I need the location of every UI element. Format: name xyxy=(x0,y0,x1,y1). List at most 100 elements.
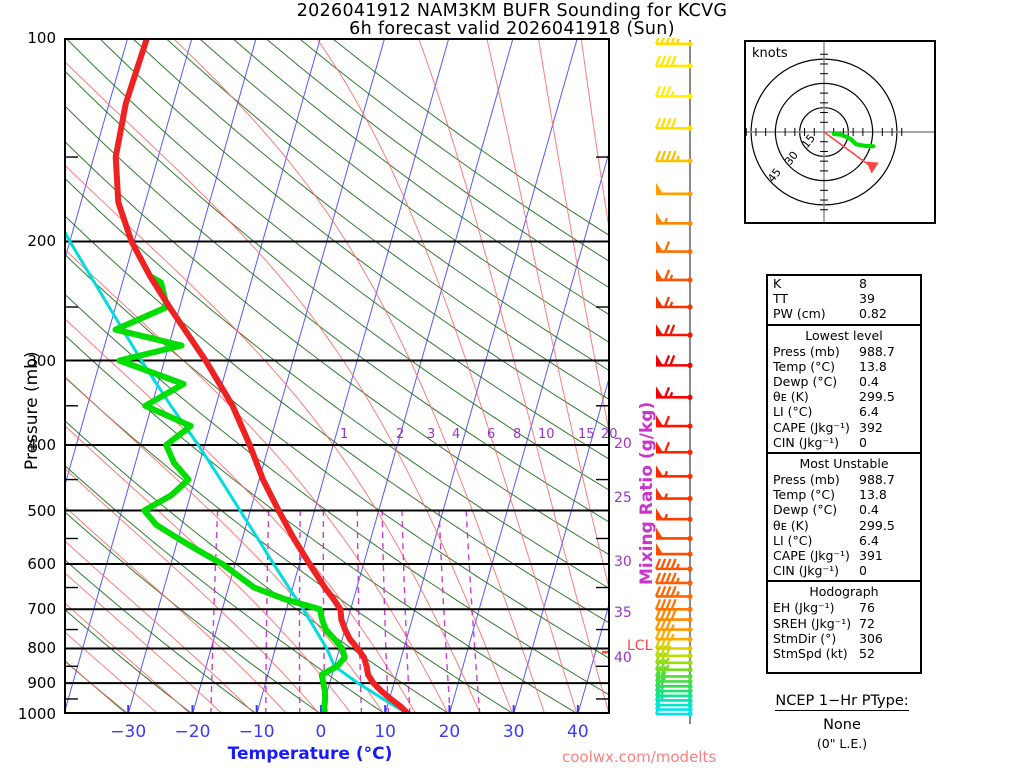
hodograph-units-label: knots xyxy=(752,46,788,61)
pressure-tick-label: 300 xyxy=(27,351,56,370)
stat-row: θᴇ (K) 299.5 xyxy=(768,518,920,533)
stat-value: 52 xyxy=(859,646,875,662)
stat-row: EH (Jkg⁻¹) 76 xyxy=(768,600,920,615)
stat-key: CAPE (Jkg⁻¹) xyxy=(773,419,850,435)
mixing-ratio-value-label: 4 xyxy=(452,427,461,442)
temperature-tick-label: −30 xyxy=(110,722,147,742)
stats-summary-group: K 8 TT 39 PW (cm) 0.82 xyxy=(768,276,920,322)
stat-key: PW (cm) xyxy=(773,306,826,322)
stat-key: EH (Jkg⁻¹) xyxy=(773,600,835,616)
most-unstable-group: Press (mb) 988.7 Temp (°C) 13.8 Dewp (°C) 0.4… xyxy=(768,472,920,578)
stat-row: Press (mb) 988.7 xyxy=(768,472,920,487)
page-title: 2026041912 NAM3KM BUFR Sounding for KCVG xyxy=(296,1,728,21)
stat-value: 6.4 xyxy=(859,532,879,548)
pressure-tick-label: 1000 xyxy=(17,705,56,723)
stat-key: θᴇ (K) xyxy=(773,389,809,405)
ptype-value: None xyxy=(823,717,861,733)
stat-key: Temp (°C) xyxy=(773,358,836,374)
stat-key: LI (°C) xyxy=(773,532,813,548)
ptype-panel: NCEP 1−Hr PType: None (0" L.E.) xyxy=(744,690,940,751)
stat-value: 13.8 xyxy=(859,487,887,503)
stat-row: CIN (Jkg⁻¹) 0 xyxy=(768,435,920,450)
temperature-axis-title: Temperature (°C) xyxy=(227,744,393,764)
stat-row: LI (°C) 6.4 xyxy=(768,533,920,548)
mixing-ratio-value-label: 10 xyxy=(538,427,555,442)
stat-key: CIN (Jkg⁻¹) xyxy=(773,563,839,579)
temperature-tick-label: 0 xyxy=(315,722,327,742)
ptype-liquid-equivalent: (0" L.E.) xyxy=(816,736,868,751)
ptype-title: NCEP 1−Hr PType: xyxy=(775,693,909,711)
mixing-ratio-tick-label: 40 xyxy=(614,650,632,666)
pressure-tick-label: 400 xyxy=(27,435,56,454)
stat-value: 392 xyxy=(859,419,883,435)
stat-key: CIN (Jkg⁻¹) xyxy=(773,434,839,450)
divider xyxy=(768,323,920,326)
lowest-level-header: Lowest level xyxy=(805,327,883,343)
temperature-tick-label: 20 xyxy=(438,722,461,742)
stat-row: Dewp (°C) 0.4 xyxy=(768,374,920,389)
pressure-tick-label: 100 xyxy=(27,29,56,47)
stat-value: 306 xyxy=(859,630,883,646)
hodograph-ring-label: 45 xyxy=(765,166,784,185)
stat-key: θᴇ (K) xyxy=(773,517,809,533)
mixing-ratio-tick-label: 35 xyxy=(614,605,632,621)
stat-row: Temp (°C) 13.8 xyxy=(768,487,920,502)
stat-row: SREH (Jkg⁻¹) 72 xyxy=(768,616,920,631)
temperature-tick-label: −20 xyxy=(174,722,211,742)
temperature-tick-label: 10 xyxy=(374,722,396,742)
stat-key: Dewp (°C) xyxy=(773,502,838,518)
stat-value: 391 xyxy=(859,548,883,564)
stat-key: K xyxy=(773,276,782,291)
stat-value: 76 xyxy=(859,600,875,616)
stat-row: PW (cm) 0.82 xyxy=(768,306,920,321)
stat-row: LI (°C) 6.4 xyxy=(768,404,920,419)
mixing-ratio-tick-label: 25 xyxy=(614,490,632,506)
stat-value: 0 xyxy=(859,563,867,579)
mixing-ratio-tick-label: 20 xyxy=(614,436,632,452)
stat-value: 988.7 xyxy=(859,472,895,488)
mixing-ratio-value-label: 6 xyxy=(487,427,496,442)
stat-value: 299.5 xyxy=(859,389,895,405)
stat-key: Press (mb) xyxy=(773,343,840,359)
stat-key: TT xyxy=(773,291,789,307)
pressure-tick-label: 800 xyxy=(27,639,56,658)
stat-row: CAPE (Jkg⁻¹) 391 xyxy=(768,548,920,563)
stat-value: 0 xyxy=(859,434,867,450)
stat-value: 39 xyxy=(859,291,875,307)
stat-value: 299.5 xyxy=(859,517,895,533)
stat-key: LI (°C) xyxy=(773,404,813,420)
temperature-tick-label: −10 xyxy=(238,722,275,742)
temperature-tick-label: 30 xyxy=(502,722,525,742)
stat-value: 0.4 xyxy=(859,502,879,518)
mixing-ratio-value-label: 8 xyxy=(513,427,522,442)
stat-key: Temp (°C) xyxy=(773,487,836,503)
wind-barb-column xyxy=(612,33,712,732)
hodograph-stats-header: Hodograph xyxy=(809,584,879,600)
mixing-ratio-tick-label: 30 xyxy=(614,554,632,570)
hodograph-stats-group: EH (Jkg⁻¹) 76 SREH (Jkg⁻¹) 72 StmDir (°) 306 S… xyxy=(768,600,920,661)
mixing-ratio-value-label: 15 xyxy=(578,427,595,442)
stat-value: 0.4 xyxy=(859,374,879,390)
stat-row: Dewp (°C) 0.4 xyxy=(768,502,920,517)
stat-row: Temp (°C) 13.8 xyxy=(768,359,920,374)
watermark: coolwx.com/modelts xyxy=(562,748,717,766)
pressure-tick-label: 900 xyxy=(27,674,56,693)
page-subtitle: 6h forecast valid 2026041918 (Sun) xyxy=(349,19,675,39)
most-unstable-header: Most Unstable xyxy=(799,456,889,472)
stat-row: CIN (Jkg⁻¹) 0 xyxy=(768,563,920,578)
stats-panel: K 8 TT 39 PW (cm) 0.82 Lowest level Press (mb… xyxy=(766,274,922,674)
lowest-level-group: Press (mb) 988.7 Temp (°C) 13.8 Dewp (°C) 0.4… xyxy=(768,344,920,450)
pressure-tick-label: 200 xyxy=(27,232,56,251)
stat-key: StmDir (°) xyxy=(773,630,837,646)
mixing-ratio-value-label: 1 xyxy=(340,427,349,442)
skewt-diagram xyxy=(64,38,610,714)
pressure-tick-label: 700 xyxy=(27,600,56,619)
divider xyxy=(768,580,920,583)
stat-row: Press (mb) 988.7 xyxy=(768,344,920,359)
stat-key: StmSpd (kt) xyxy=(773,646,848,662)
skewt-frame xyxy=(64,38,610,714)
mixing-ratio-value-label: 2 xyxy=(396,427,405,442)
stat-value: 6.4 xyxy=(859,404,879,420)
